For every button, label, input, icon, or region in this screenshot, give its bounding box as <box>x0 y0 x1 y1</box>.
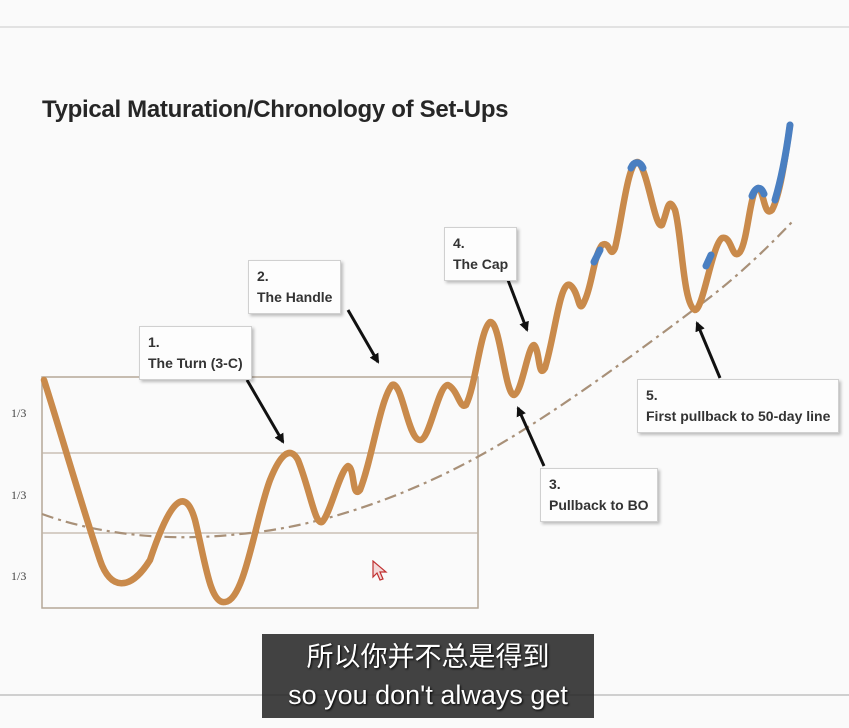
callout-number: 3. <box>549 476 561 492</box>
slide-title: Typical Maturation/Chronology of Set-Ups <box>42 96 509 123</box>
callout-number: 4. <box>453 235 465 251</box>
price-highlight-final <box>771 121 794 204</box>
arrow-handle <box>346 309 380 364</box>
price-highlight-peak <box>627 159 647 172</box>
base-box <box>41 376 479 609</box>
price-line <box>40 121 794 606</box>
callout-number: 2. <box>257 268 269 284</box>
base-third-label-bottom: 1/3 <box>11 569 27 583</box>
arrow-turn <box>245 379 285 444</box>
arrow-cap <box>506 279 529 332</box>
subtitle-line-en: so you don't always get <box>288 680 568 710</box>
callout-label: First pullback to 50-day line <box>646 408 831 424</box>
slide-top-border <box>0 26 849 28</box>
video-subtitle: 所以你并不总是得到 so you don't always get <box>262 634 594 718</box>
subtitle-line-zh: 所以你并不总是得到 <box>306 642 550 672</box>
callout-number: 1. <box>148 334 160 350</box>
arrow-pullback <box>516 406 546 467</box>
moving-average-line <box>41 221 793 539</box>
callout-first-pullback: 5. First pullback to 50-day line <box>637 379 840 433</box>
callout-the-handle: 2. The Handle <box>248 260 342 314</box>
callout-label: The Turn (3-C) <box>148 355 243 371</box>
base-third-label-top: 1/3 <box>11 406 27 420</box>
arrow-first-pullback <box>695 321 722 379</box>
mouse-cursor-icon <box>372 560 388 581</box>
callout-the-turn: 1. The Turn (3-C) <box>139 326 252 380</box>
price-highlight-breakout <box>748 184 768 200</box>
price-highlight-cap-area <box>590 246 604 266</box>
callout-the-cap: 4. The Cap <box>444 227 518 281</box>
callout-label: The Cap <box>453 256 509 272</box>
callout-pullback-to-bo: 3. Pullback to BO <box>540 468 658 522</box>
callout-number: 5. <box>646 387 658 403</box>
price-highlight-rebound <box>702 251 715 270</box>
callout-label: Pullback to BO <box>549 497 649 513</box>
callout-label: The Handle <box>257 289 333 305</box>
base-third-label-middle: 1/3 <box>11 488 27 502</box>
